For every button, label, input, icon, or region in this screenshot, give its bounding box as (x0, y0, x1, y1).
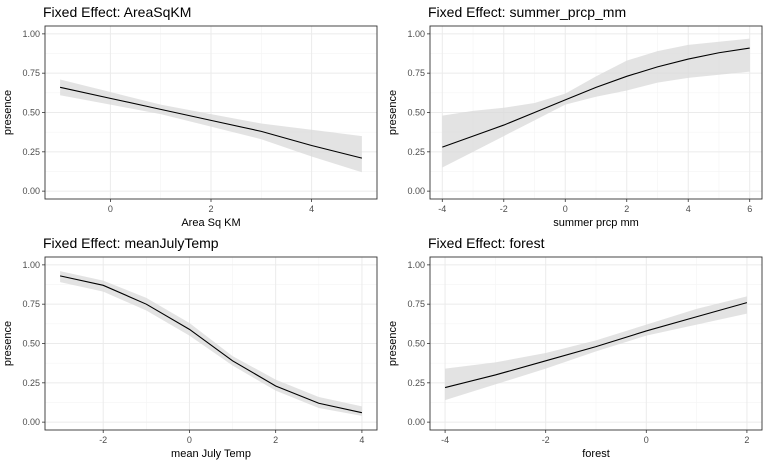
y-tick-label: 0.00 (22, 186, 40, 196)
y-tick-label: 0.25 (407, 378, 425, 388)
x-tick-label: 2 (624, 204, 629, 214)
x-tick-label: -4 (438, 204, 446, 214)
y-tick-label: 0.50 (22, 339, 40, 349)
y-tick-label: 0.75 (22, 68, 40, 78)
x-tick-label: 4 (359, 435, 364, 445)
chart-panel-3: Fixed Effect: meanJulyTemp 0.00 0.25 0.50 0.… (2, 235, 378, 460)
y-axis-label: presence (2, 321, 14, 366)
y-tick-label: 0.75 (407, 299, 425, 309)
y-axis-label: presence (387, 321, 399, 366)
x-tick-label: 0 (108, 204, 113, 214)
y-tick-label: 1.00 (22, 29, 40, 39)
x-axis-label: forest (582, 448, 610, 460)
y-axis-label: presence (387, 90, 399, 135)
x-tick-label: 6 (747, 204, 752, 214)
y-tick-label: 0.50 (407, 339, 425, 349)
x-tick-label: 0 (563, 204, 568, 214)
x-tick-label: -2 (542, 435, 550, 445)
y-axis-label: presence (2, 90, 14, 135)
y-tick-label: 0.25 (407, 147, 425, 157)
y-tick-label: 0.00 (407, 186, 425, 196)
confidence-band (60, 79, 362, 173)
y-tick-label: 0.00 (22, 417, 40, 427)
fitted-line (59, 275, 363, 414)
x-tick-label: -2 (500, 204, 508, 214)
chart-panel-4: Fixed Effect: forest 0.00 0.25 0.50 0.75 1.00… (387, 235, 763, 460)
confidence-band (442, 38, 750, 168)
x-tick-label: 0 (644, 435, 649, 445)
y-tick-label: 1.00 (22, 260, 40, 270)
y-tick-label: 0.75 (22, 299, 40, 309)
x-tick-label: 4 (309, 204, 314, 214)
y-tick-label: 1.00 (407, 29, 425, 39)
x-tick-label: 2 (208, 204, 213, 214)
x-axis-label: Area Sq KM (181, 217, 240, 229)
confidence-band (445, 296, 747, 401)
chart-title: Fixed Effect: AreaSqKM (43, 4, 191, 20)
y-tick-label: 0.00 (407, 417, 425, 427)
chart-title: Fixed Effect: summer_prcp_mm (428, 4, 626, 20)
fitted-line (442, 47, 750, 148)
y-tick-label: 0.50 (407, 108, 425, 118)
fitted-line (59, 86, 363, 159)
x-tick-label: 2 (273, 435, 278, 445)
x-axis-label: summer prcp mm (553, 217, 639, 229)
chart-title: Fixed Effect: meanJulyTemp (43, 235, 219, 251)
chart-panel-2: Fixed Effect: summer_prcp_mm 0.00 0.25 0.50… (387, 4, 763, 229)
chart-title: Fixed Effect: forest (428, 235, 545, 251)
fitted-line (444, 302, 748, 389)
y-tick-label: 0.75 (407, 68, 425, 78)
x-tick-label: 2 (744, 435, 749, 445)
x-tick-label: 4 (686, 204, 691, 214)
y-tick-label: 0.25 (22, 147, 40, 157)
y-tick-label: 1.00 (407, 260, 425, 270)
y-tick-label: 0.25 (22, 378, 40, 388)
y-tick-label: 0.50 (22, 108, 40, 118)
x-axis-label: mean July Temp (171, 448, 251, 460)
chart-panel-1: Fixed Effect: AreaSqKM 0.00 0.25 0.50 0.75 1.… (2, 4, 378, 229)
x-tick-label: -2 (99, 435, 107, 445)
confidence-band (60, 271, 362, 416)
x-tick-label: 0 (187, 435, 192, 445)
x-tick-label: -4 (441, 435, 449, 445)
